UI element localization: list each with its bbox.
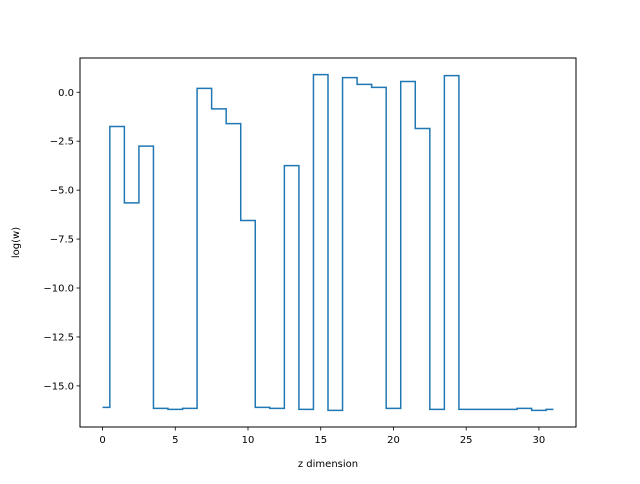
- y-tick-label: 0.0: [58, 88, 74, 99]
- x-tick-label: 15: [314, 435, 327, 446]
- x-tick-label: 20: [387, 435, 400, 446]
- x-tick-label: 30: [533, 435, 546, 446]
- plot-area: [102, 73, 554, 412]
- y-tick-label: −7.5: [50, 235, 74, 246]
- y-tick-label: −15.0: [43, 381, 74, 392]
- y-tick-label: −12.5: [43, 332, 74, 343]
- y-tick-label: −2.5: [50, 137, 74, 148]
- y-tick-label: −5.0: [50, 186, 74, 197]
- y-axis-label: log(w): [11, 227, 22, 258]
- axes-frame: [79, 57, 577, 428]
- x-tick-label: 0: [99, 435, 105, 446]
- x-tick-label: 5: [172, 435, 178, 446]
- y-tick-label: −10.0: [43, 284, 74, 295]
- y-axis-ticks: 0.0 −2.5 −5.0 −7.5 −10.0 −12.5 −15.0: [43, 88, 80, 392]
- x-tick-label: 25: [460, 435, 473, 446]
- x-axis-ticks: 0 5 10 15 20 25 30: [99, 427, 545, 446]
- x-tick-label: 10: [242, 435, 255, 446]
- x-axis-label: z dimension: [298, 459, 358, 470]
- series-line-0: [102, 73, 554, 412]
